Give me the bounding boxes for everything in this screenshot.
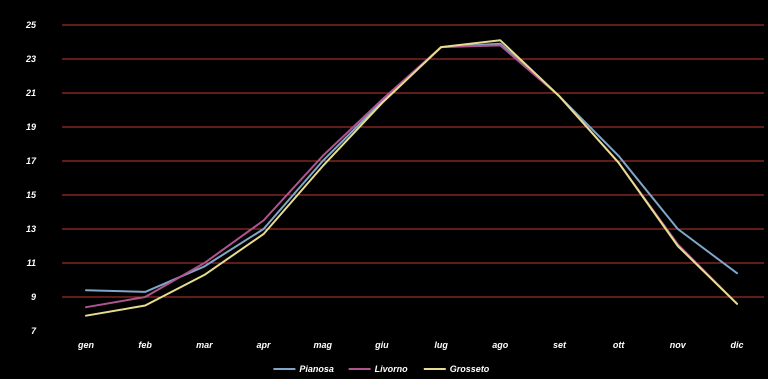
x-tick-label: set	[553, 340, 567, 350]
x-axis-ticks: gen feb mar apr mag giu lug ago set ott nov dic	[77, 340, 744, 350]
grid-lines	[62, 24, 764, 298]
y-tick-label: 7	[31, 326, 37, 336]
y-tick-label: 21	[25, 88, 36, 98]
x-tick-label: ago	[492, 340, 509, 350]
series-line-grosseto	[85, 39, 738, 317]
y-tick-label: 17	[26, 156, 37, 166]
x-tick-label: dic	[730, 340, 743, 350]
y-tick-label: 13	[26, 224, 36, 234]
x-tick-label: nov	[670, 340, 687, 350]
x-tick-label: giu	[374, 340, 389, 350]
y-tick-label: 25	[25, 20, 37, 30]
y-axis-ticks: 7 9 11 13 15 17 19 21 23 25	[25, 20, 37, 336]
legend-item-livorno: Livorno	[348, 364, 409, 374]
x-tick-label: mar	[196, 340, 213, 350]
x-tick-label: feb	[138, 340, 152, 350]
legend: Pianosa Livorno Grosseto	[273, 364, 490, 374]
x-tick-label: lug	[434, 340, 448, 350]
y-tick-label: 23	[25, 54, 36, 64]
y-tick-label: 11	[27, 258, 36, 268]
x-tick-label: gen	[77, 340, 95, 350]
x-tick-label: mag	[313, 340, 332, 350]
series-line-livorno	[85, 44, 738, 309]
legend-label: Pianosa	[299, 364, 334, 374]
series-lines	[85, 39, 738, 317]
legend-item-pianosa: Pianosa	[273, 364, 334, 374]
legend-label: Livorno	[375, 364, 409, 374]
legend-item-grosseto: Grosseto	[423, 364, 490, 374]
legend-label: Grosseto	[450, 364, 490, 374]
series-line-pianosa	[85, 42, 738, 293]
y-tick-label: 19	[26, 122, 36, 132]
y-tick-label: 15	[26, 190, 37, 200]
x-tick-label: ott	[613, 340, 625, 350]
y-tick-label: 9	[31, 292, 36, 302]
x-tick-label: apr	[257, 340, 272, 350]
